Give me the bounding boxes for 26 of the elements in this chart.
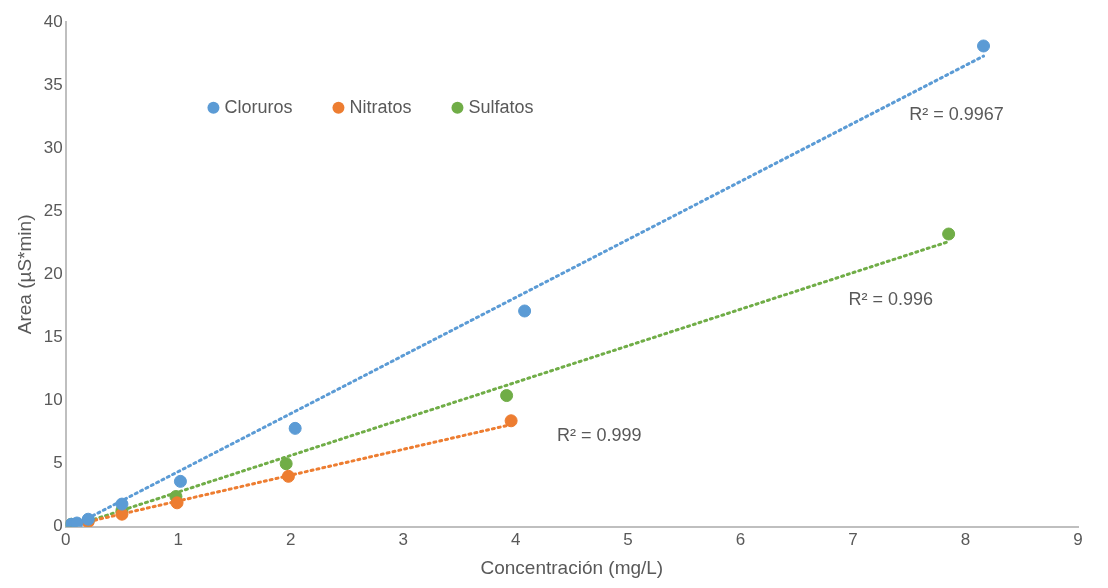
y-axis-title: Area (µS*min): [13, 214, 35, 335]
x-tick-label: 6: [735, 529, 746, 549]
x-tick-label: 4: [510, 529, 521, 549]
y-tick-label: 25: [43, 200, 63, 220]
legend-label: Nitratos: [349, 96, 412, 117]
x-tick-label: 1: [173, 529, 183, 549]
annotation: R² = 0.996: [848, 288, 934, 309]
x-tick-label: 8: [960, 529, 971, 549]
legend-label: Sulfatos: [468, 96, 534, 117]
y-tick-label: 35: [43, 74, 63, 94]
y-tick-label: 30: [43, 137, 63, 157]
x-tick-label: 7: [848, 529, 858, 549]
x-tick-label: 3: [398, 529, 408, 549]
x-axis-title: Concentración (mg/L): [480, 556, 664, 578]
annotation: R² = 0.9967: [909, 104, 1004, 125]
x-tick-label: 9: [1073, 529, 1083, 549]
legend-label: Cloruros: [224, 96, 293, 117]
y-tick-label: 5: [53, 453, 63, 473]
x-tick-label: 5: [623, 529, 633, 549]
y-tick-label: 15: [43, 327, 63, 347]
y-tick-label: 40: [43, 11, 63, 31]
y-tick-label: 0: [53, 516, 63, 536]
x-tick-label: 2: [285, 529, 296, 549]
y-tick-label: 10: [43, 390, 63, 410]
y-tick-label: 20: [43, 264, 63, 284]
annotation: R² = 0.999: [556, 424, 642, 445]
